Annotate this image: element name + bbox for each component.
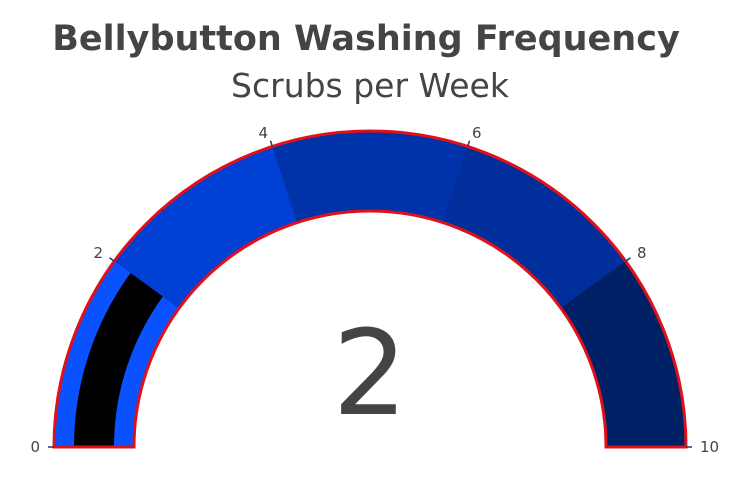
gauge-tick-mark	[269, 140, 274, 147]
gauge-tick-mark	[109, 257, 115, 262]
gauge-tick-label: 0	[30, 438, 40, 456]
chart-title: Bellybutton Washing Frequency	[52, 19, 680, 59]
gauge-ticks: 0 2 4 6 8 10	[30, 124, 719, 456]
gauge-step-3	[272, 130, 468, 223]
gauge-value: 2	[332, 304, 407, 442]
gauge-tick-label: 2	[93, 244, 103, 262]
gauge-tick-label: 6	[472, 124, 482, 142]
gauge-tick-mark	[625, 257, 631, 262]
gauge-value-bar	[74, 273, 163, 447]
gauge-tick-label: 10	[700, 438, 719, 456]
gauge-tick-label: 8	[637, 244, 647, 262]
gauge-tick-mark	[466, 140, 471, 147]
gauge-tick-label: 4	[258, 124, 268, 142]
gauge-outer-border	[52, 129, 688, 449]
chart-subtitle: Scrubs per Week	[231, 66, 510, 105]
